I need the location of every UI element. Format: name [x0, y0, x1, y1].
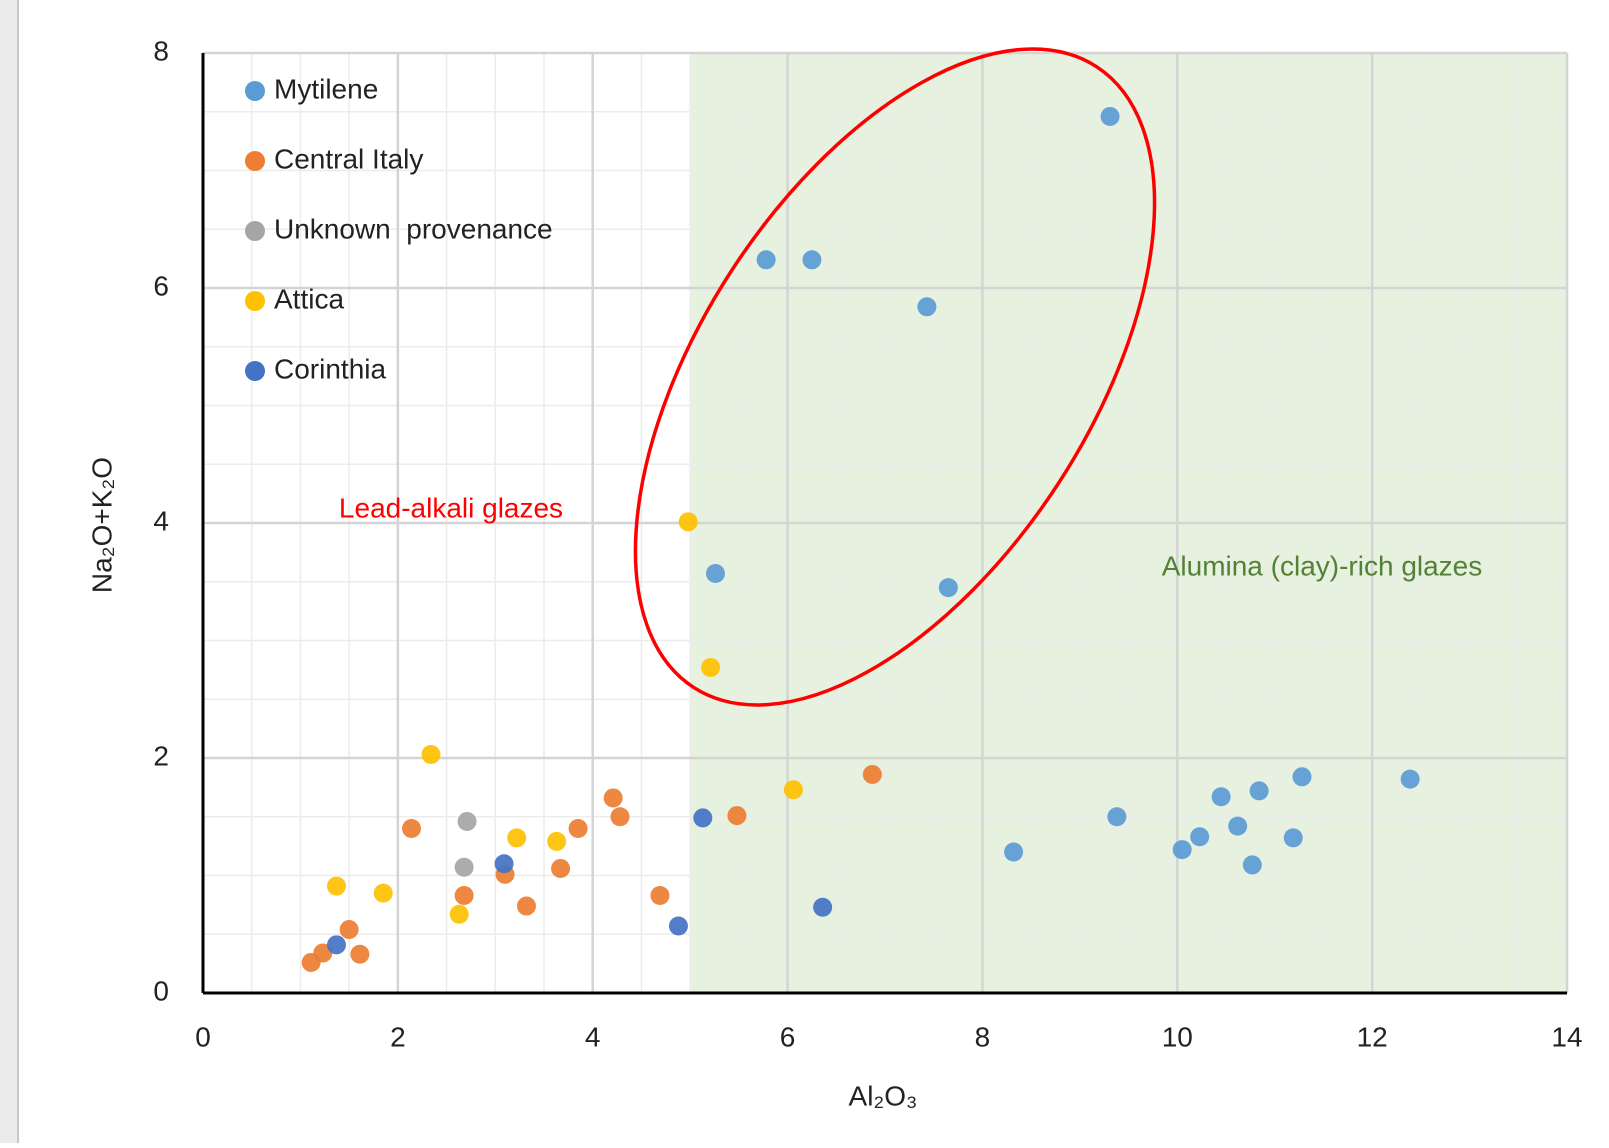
legend-marker: [245, 221, 265, 241]
legend-marker: [245, 81, 265, 101]
x-tick-label: 2: [390, 1021, 406, 1052]
point: [339, 920, 359, 940]
side-bar: [0, 0, 18, 1143]
x-tick-label: 0: [195, 1021, 211, 1052]
point: [1190, 827, 1210, 847]
annotation: Alumina (clay)-rich glazes: [1162, 550, 1483, 581]
point: [326, 935, 346, 955]
legend-label: Central Italy: [274, 143, 423, 174]
point: [1242, 855, 1262, 875]
annotation: Lead-alkali glazes: [339, 492, 563, 523]
point: [1004, 842, 1024, 862]
point: [727, 806, 747, 826]
point: [668, 916, 688, 936]
point: [1283, 828, 1303, 848]
point: [938, 578, 958, 598]
point: [313, 943, 333, 963]
y-tick-label: 8: [153, 35, 169, 66]
point: [421, 744, 441, 764]
highlight-ellipse: [633, 47, 1157, 707]
point: [326, 876, 346, 896]
points: [301, 106, 1420, 972]
point: [756, 250, 776, 270]
y-tick-label: 4: [153, 505, 169, 536]
x-tick-label: 12: [1357, 1021, 1388, 1052]
point: [1400, 769, 1420, 789]
point: [1249, 781, 1269, 801]
grid: [201, 51, 1569, 995]
point: [449, 904, 469, 924]
point: [454, 885, 474, 905]
axes: 0 2 4 6 8 10 12 14 0 2 4 6 8 Mytilene Central Italy Unk…: [153, 35, 1582, 1052]
legend-label: Corinthia: [274, 353, 386, 384]
point: [401, 819, 421, 838]
point: [650, 885, 670, 905]
legend-marker: [245, 151, 265, 171]
y-tick-label: 6: [153, 270, 169, 301]
legend-label: Unknown provenance: [274, 213, 553, 244]
x-tick-label: 4: [585, 1021, 601, 1052]
x-tick-label: 8: [975, 1021, 991, 1052]
point: [862, 764, 882, 784]
point: [516, 896, 536, 916]
y-axis-label: Na₂O+K₂O: [86, 457, 117, 593]
point: [454, 857, 474, 877]
point: [693, 808, 713, 828]
point: [603, 788, 623, 808]
point: [457, 811, 477, 831]
legend-marker: [245, 291, 265, 311]
point: [813, 897, 833, 917]
point: [783, 780, 803, 800]
legend-label: Mytilene: [274, 73, 378, 104]
point: [678, 512, 698, 532]
side-bar-edge: [17, 0, 19, 1143]
x-tick-label: 10: [1162, 1021, 1193, 1052]
point: [1107, 807, 1127, 827]
point: [1172, 840, 1192, 860]
y-tick-label: 2: [153, 740, 169, 771]
x-tick-label: 14: [1551, 1021, 1582, 1052]
point: [701, 658, 721, 678]
point: [551, 858, 571, 878]
point: [610, 807, 630, 827]
point: [1211, 787, 1231, 807]
legend-marker: [245, 361, 265, 381]
point: [802, 250, 822, 270]
point: [494, 854, 514, 874]
point: [547, 831, 567, 851]
point: [917, 297, 937, 317]
point: [1228, 816, 1248, 836]
point: [705, 564, 725, 584]
point: [350, 944, 370, 964]
point: [1100, 106, 1120, 126]
point: [507, 828, 527, 848]
point: [568, 819, 588, 838]
point: [1292, 767, 1312, 787]
legend-label: Attica: [274, 283, 344, 314]
x-tick-label: 6: [780, 1021, 796, 1052]
point: [373, 883, 393, 903]
x-axis-label: Al₂O₃: [849, 1080, 918, 1111]
y-tick-label: 0: [153, 975, 169, 1006]
